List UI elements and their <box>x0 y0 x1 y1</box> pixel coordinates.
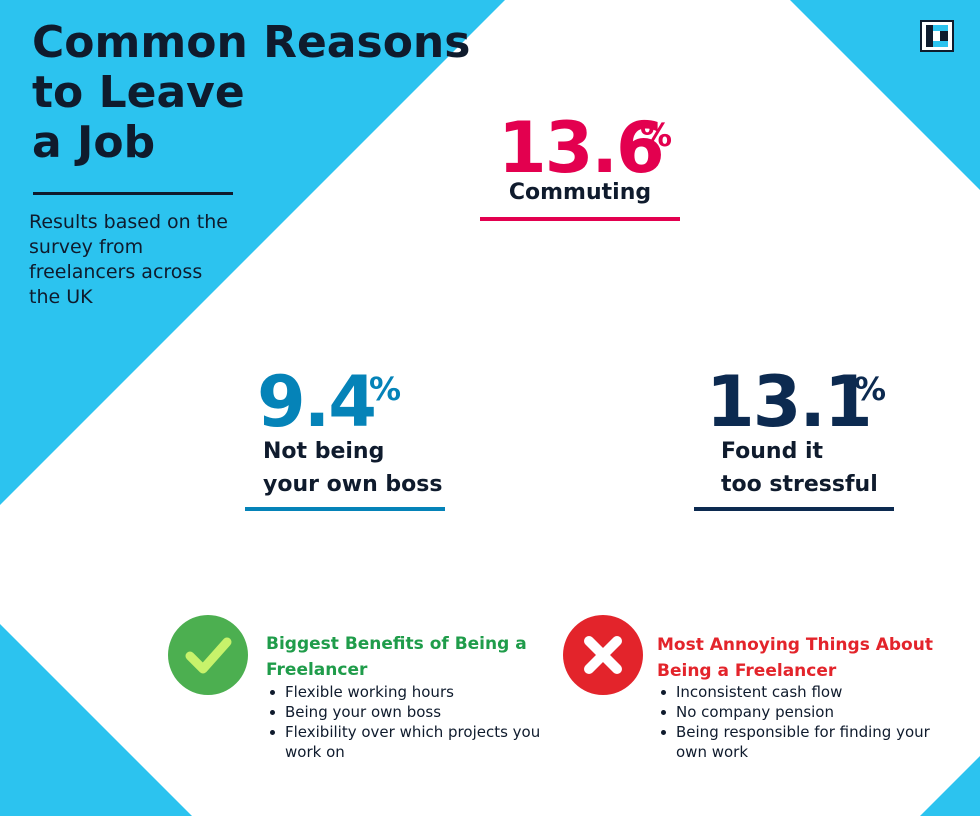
list-item-text: Flexible working hours <box>285 683 454 701</box>
list-item: Inconsistent cash flow <box>657 682 930 702</box>
title-divider <box>33 192 233 195</box>
stat-value: 9.4 <box>257 361 377 443</box>
subtitle-line: survey from <box>29 236 144 258</box>
stat-underline <box>480 217 680 221</box>
stat-label-line: Commuting <box>508 180 652 205</box>
heading-line: Biggest Benefits of Being a <box>266 634 527 654</box>
subtitle-line: freelancers across <box>29 261 203 283</box>
background-triangle-top-left <box>0 0 505 505</box>
stat-own-boss: 9.4 % Not being your own boss <box>245 362 445 514</box>
stat-stressful: 13.1 % Found it too stressful <box>694 362 894 514</box>
title-line: Common Reasons <box>32 17 471 68</box>
heading-line: Most Annoying Things About <box>657 635 933 655</box>
subtitle-line: Results based on the <box>29 211 228 233</box>
stat-label-line: too stressful <box>721 472 878 497</box>
stat-underline <box>694 507 894 511</box>
list-item: No company pension <box>657 702 930 722</box>
page-subtitle: Results based on the survey from freelan… <box>29 210 239 310</box>
benefits-heading: Biggest Benefits of Being a Freelancer <box>266 631 527 683</box>
stat-label-line: Not being <box>263 439 385 464</box>
list-item: Being your own boss <box>266 702 540 722</box>
list-item: Flexibility over which projects you work… <box>266 722 540 762</box>
stat-underline <box>245 507 445 511</box>
cross-icon <box>563 615 643 695</box>
list-item-text: own work <box>676 743 749 761</box>
list-item-text: Being responsible for finding your <box>676 723 930 741</box>
list-item: Flexible working hours <box>266 682 540 702</box>
annoyances-panel: Most Annoying Things About Being a Freel… <box>563 614 963 774</box>
stat-unit: % <box>854 370 887 408</box>
annoyances-list: Inconsistent cash flow No company pensio… <box>657 682 930 762</box>
subtitle-line: the UK <box>29 286 93 308</box>
list-item-text: Inconsistent cash flow <box>676 683 843 701</box>
title-line: to Leave <box>32 67 245 118</box>
stat-commuting: 13.6 % Commuting <box>480 108 680 224</box>
stat-unit: % <box>369 370 402 408</box>
brand-logo-icon <box>920 20 954 52</box>
heading-line: Freelancer <box>266 660 368 680</box>
list-item-text: No company pension <box>676 703 834 721</box>
list-item-text: work on <box>285 743 345 761</box>
benefits-list: Flexible working hours Being your own bo… <box>266 682 540 762</box>
heading-line: Being a Freelancer <box>657 661 837 681</box>
stat-label-line: your own boss <box>263 472 443 497</box>
stat-label: Found it too stressful <box>721 435 878 501</box>
benefits-panel: Biggest Benefits of Being a Freelancer F… <box>168 614 548 774</box>
stat-label-line: Found it <box>721 439 824 464</box>
stat-value: 13.1 <box>706 361 873 443</box>
background-triangle-bottom-right <box>920 756 980 816</box>
page-title: Common Reasons to Leave a Job <box>32 17 471 168</box>
list-item: Being responsible for finding your own w… <box>657 722 930 762</box>
list-item-text: Being your own boss <box>285 703 442 721</box>
stat-label: Not being your own boss <box>263 435 442 501</box>
background-triangle-bottom-left <box>0 624 192 816</box>
checkmark-icon <box>168 615 248 695</box>
stat-label: Commuting <box>480 180 680 205</box>
stat-value: 13.6 <box>498 107 665 189</box>
stat-unit: % <box>640 116 673 154</box>
annoyances-heading: Most Annoying Things About Being a Freel… <box>657 632 933 684</box>
title-line: a Job <box>32 117 156 168</box>
list-item-text: Flexibility over which projects you <box>285 723 541 741</box>
